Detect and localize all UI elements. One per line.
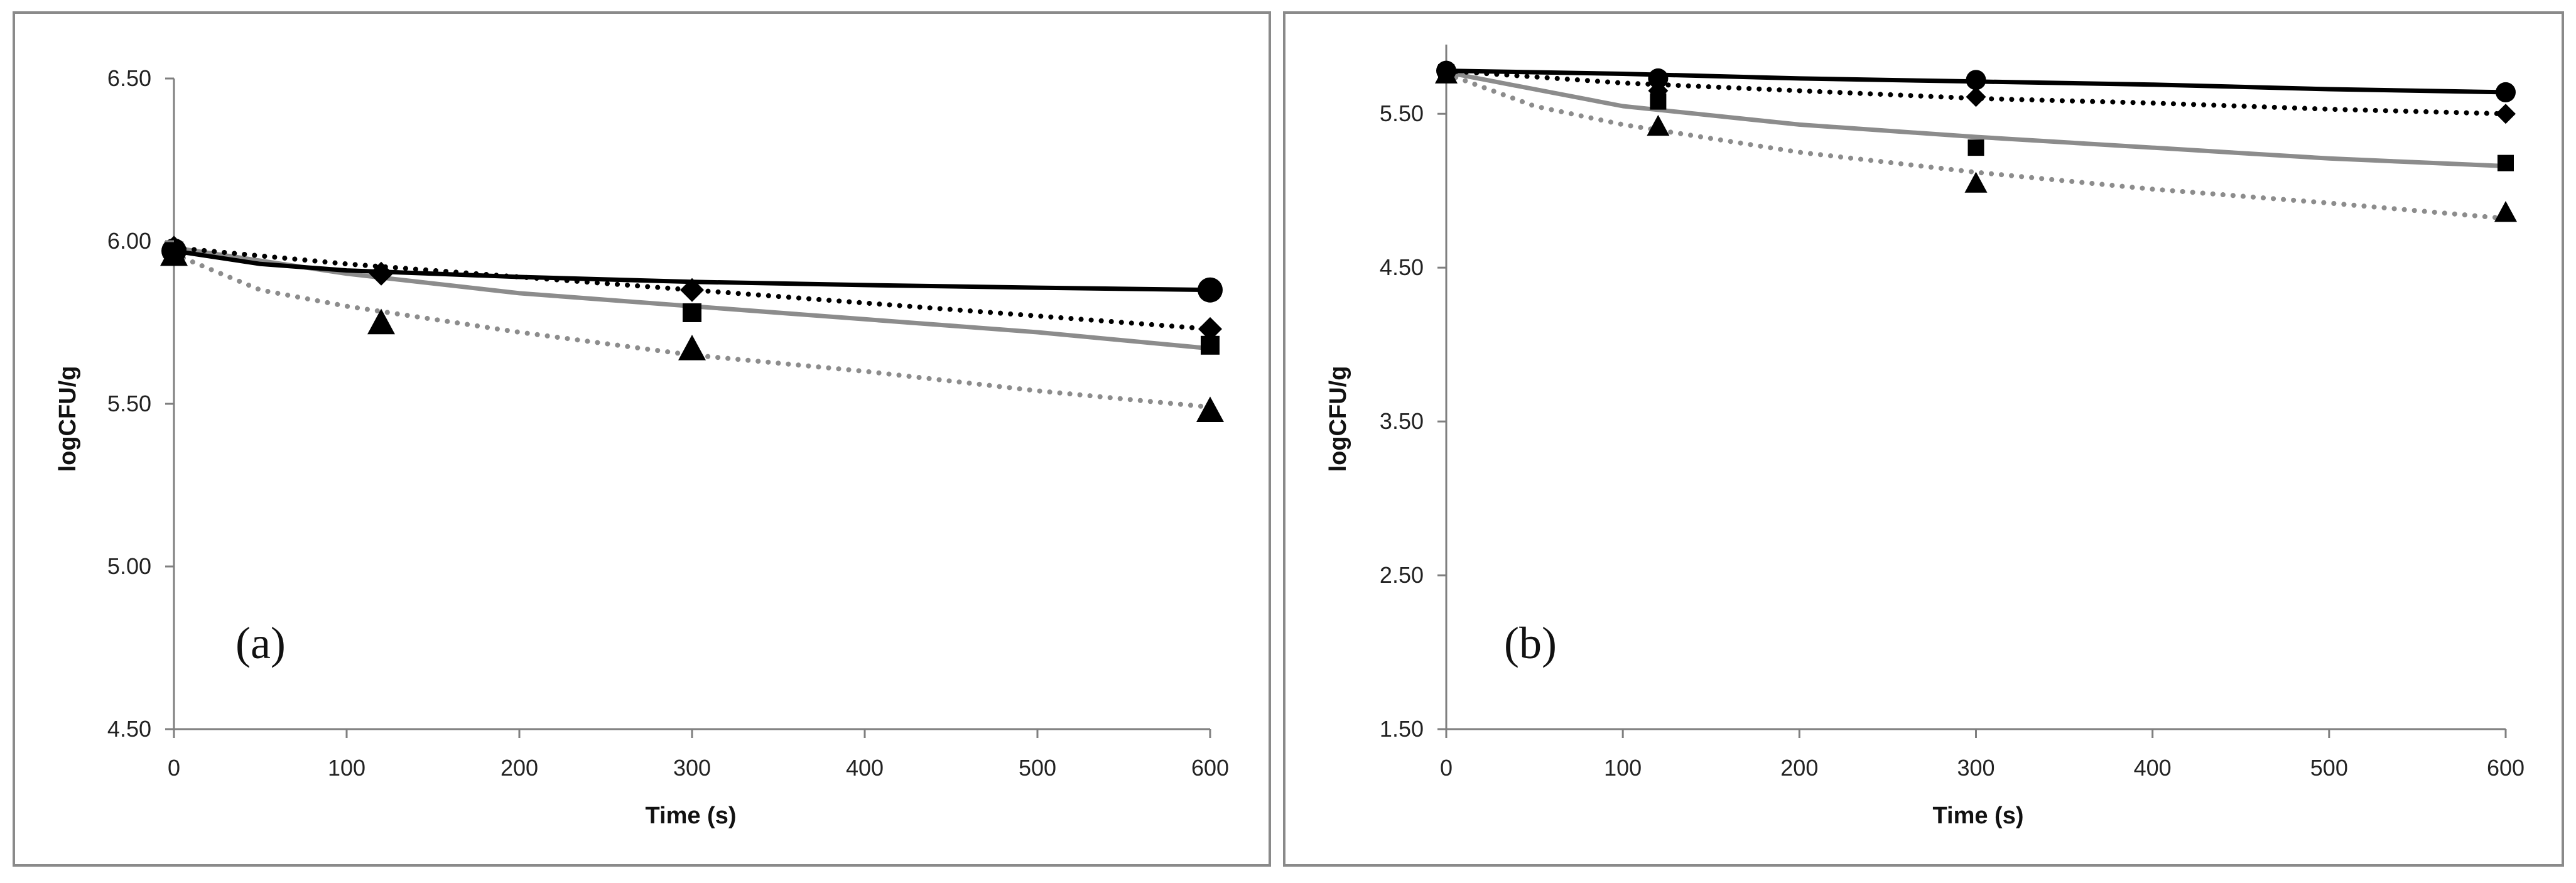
series-line-diamond-series bbox=[171, 245, 1213, 332]
panel-b-frame bbox=[1283, 11, 2564, 867]
triangle-marker bbox=[160, 240, 188, 266]
y-tick-label: 4.50 bbox=[107, 716, 151, 742]
triangle-marker bbox=[1647, 114, 1670, 136]
square-marker bbox=[683, 303, 701, 322]
y-tick-label: 1.50 bbox=[1380, 716, 1424, 742]
series-line-triangle-series bbox=[171, 251, 1213, 410]
triangle-marker bbox=[1196, 396, 1224, 423]
x-tick-label: 300 bbox=[1957, 755, 1994, 781]
square-marker bbox=[1201, 335, 1220, 355]
square-marker bbox=[1967, 139, 1984, 156]
x-tick-label: 100 bbox=[1604, 755, 1642, 781]
panel-a-label: (a) bbox=[235, 618, 286, 668]
x-tick-label: 200 bbox=[1780, 755, 1818, 781]
y-tick-label: 5.50 bbox=[1380, 100, 1424, 126]
triangle-marker bbox=[1435, 62, 1458, 84]
triangle-marker bbox=[2494, 200, 2517, 222]
panel-a: 0 100 200 300 400 500 6004.505.005.506.006.50 … bbox=[13, 11, 1271, 867]
x-tick-label: 600 bbox=[2487, 755, 2525, 781]
x-tick-label: 400 bbox=[2134, 755, 2172, 781]
panel-b-x-axis-title: Time (s) bbox=[1932, 803, 2023, 829]
x-tick-label: 500 bbox=[2310, 755, 2348, 781]
y-tick-label: 6.50 bbox=[107, 65, 151, 91]
diamond-marker bbox=[680, 278, 704, 302]
x-tick-label: 500 bbox=[1019, 755, 1056, 781]
x-tick-label: 0 bbox=[1440, 755, 1453, 781]
diamond-marker bbox=[1198, 317, 1222, 341]
x-tick-label: 200 bbox=[501, 755, 538, 781]
panel-b-y-axis-title: logCFU/g bbox=[1325, 366, 1351, 472]
panel-a-y-axis-title: logCFU/g bbox=[55, 366, 81, 472]
square-marker bbox=[2498, 154, 2514, 171]
series-line-square-series bbox=[1444, 70, 2508, 168]
diamond-marker bbox=[2496, 104, 2516, 124]
y-tick-label: 5.50 bbox=[107, 391, 151, 416]
y-tick-label: 2.50 bbox=[1380, 562, 1424, 588]
x-tick-label: 400 bbox=[846, 755, 884, 781]
panel-b: 0 100 200 300 400 500 6001.502.503.504.505.50 … bbox=[1283, 11, 2564, 867]
diamond-marker bbox=[369, 261, 393, 286]
y-tick-label: 3.50 bbox=[1380, 408, 1424, 434]
y-tick-label: 5.00 bbox=[107, 553, 151, 579]
y-tick-label: 4.50 bbox=[1380, 254, 1424, 280]
triangle-marker bbox=[678, 334, 706, 360]
circle-marker bbox=[1966, 70, 1986, 90]
x-tick-label: 600 bbox=[1191, 755, 1229, 781]
series-line-circle-series bbox=[171, 249, 1213, 293]
square-marker bbox=[1650, 93, 1667, 110]
series-line-triangle-series bbox=[1444, 71, 2508, 221]
y-tick-label: 6.00 bbox=[107, 228, 151, 254]
x-tick-label: 300 bbox=[673, 755, 711, 781]
circle-marker bbox=[1648, 68, 1669, 89]
diamond-marker bbox=[1966, 87, 1986, 107]
circle-marker bbox=[2496, 82, 2516, 102]
panel-a-frame bbox=[13, 11, 1271, 867]
x-tick-label: 100 bbox=[328, 755, 365, 781]
triangle-marker bbox=[367, 308, 395, 335]
panel-b-label: (b) bbox=[1504, 618, 1557, 668]
triangle-marker bbox=[1964, 171, 1988, 193]
circle-marker bbox=[1198, 277, 1223, 303]
x-tick-label: 0 bbox=[168, 755, 180, 781]
panel-a-x-axis-title: Time (s) bbox=[645, 803, 736, 829]
